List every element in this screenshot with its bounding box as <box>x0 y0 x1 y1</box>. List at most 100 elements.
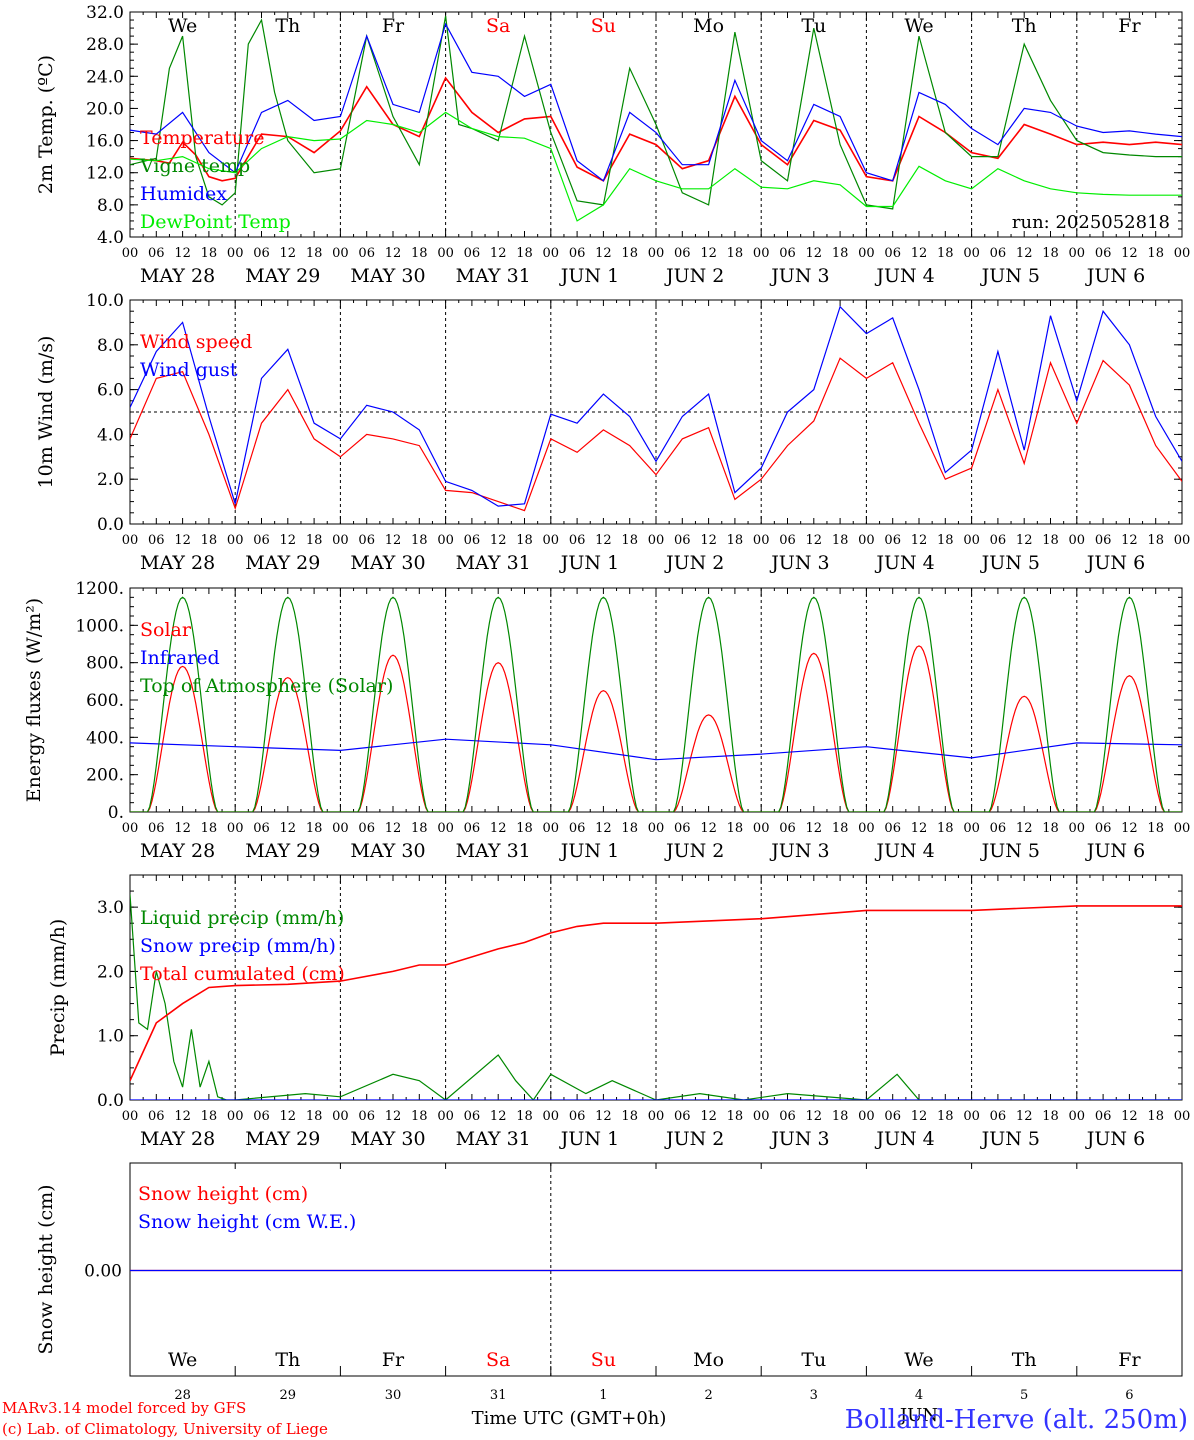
weekday-label: Su <box>591 15 616 37</box>
day-number: 6 <box>1125 1388 1133 1403</box>
hour-label: 18 <box>516 533 533 548</box>
hour-label: 12 <box>385 533 402 548</box>
hour-label: 06 <box>779 246 796 261</box>
weekday-label: Sa <box>486 15 510 37</box>
hour-label: 06 <box>990 1109 1007 1124</box>
y-tick-label: 24.0 <box>86 67 124 87</box>
hour-label: 00 <box>858 821 875 836</box>
y-tick-label: 4.0 <box>97 425 124 445</box>
y-tick-label: 1.0 <box>97 1027 124 1047</box>
hour-label: 12 <box>911 821 928 836</box>
station-name: Bolland-Herve (alt. 250m) <box>845 1405 1188 1435</box>
hour-label: 12 <box>1016 1109 1033 1124</box>
wind-series <box>130 305 1182 512</box>
hour-label: 00 <box>543 246 560 261</box>
y-tick-label: 0. <box>108 803 124 823</box>
y-tick-label: 6.0 <box>97 381 124 401</box>
series-line <box>130 15 1182 210</box>
hour-label: 12 <box>911 533 928 548</box>
y-tick-label: 16.0 <box>86 132 124 152</box>
time-axis-title: Time UTC (GMT+0h) <box>472 1408 667 1429</box>
hour-label: 06 <box>253 821 270 836</box>
hour-label: 12 <box>1016 821 1033 836</box>
date-label: JUN 3 <box>769 552 829 574</box>
y-tick-label: 800. <box>86 654 124 674</box>
y-tick-label: 2.0 <box>97 470 124 490</box>
date-label: JUN 6 <box>1085 552 1145 574</box>
hour-label: 00 <box>963 533 980 548</box>
hour-label: 06 <box>464 1109 481 1124</box>
date-label: MAY 29 <box>245 552 320 574</box>
hour-label: 00 <box>1069 821 1086 836</box>
hour-label: 00 <box>753 1109 770 1124</box>
date-label: JUN 1 <box>559 1128 619 1150</box>
date-label: MAY 31 <box>456 552 531 574</box>
date-label: JUN 6 <box>1085 1128 1145 1150</box>
hour-label: 00 <box>1174 821 1191 836</box>
hour-label: 18 <box>727 246 744 261</box>
hour-label: 18 <box>411 1109 428 1124</box>
hour-label: 00 <box>332 1109 349 1124</box>
date-label: JUN 4 <box>874 265 934 287</box>
date-label: JUN 5 <box>980 840 1040 862</box>
hour-label: 00 <box>648 533 665 548</box>
weekday-label: Fr <box>382 15 405 37</box>
hour-label: 06 <box>884 246 901 261</box>
precip-y-axis-title: Precip (mm/h) <box>47 919 69 1057</box>
hour-label: 18 <box>937 1109 954 1124</box>
weekday-label: Mo <box>693 15 724 37</box>
weekday-label: Fr <box>1118 15 1141 37</box>
y-tick-label: 0.0 <box>97 515 124 535</box>
y-tick-label: 20.0 <box>86 99 124 119</box>
date-label: JUN 4 <box>874 552 934 574</box>
hour-label: 06 <box>358 533 375 548</box>
date-label: MAY 30 <box>350 265 425 287</box>
legend-entry: Liquid precip (mm/h) <box>140 907 344 929</box>
y-tick-label: 12.0 <box>86 164 124 184</box>
hour-label: 00 <box>963 246 980 261</box>
series-line <box>130 22 1182 182</box>
hour-label: 06 <box>884 1109 901 1124</box>
legend-entry: Wind gust <box>140 359 238 381</box>
date-label: MAY 28 <box>140 552 215 574</box>
model-credit: MARv3.14 model forced by GFS <box>2 1399 246 1417</box>
y-tick-label: 400. <box>86 728 124 748</box>
hour-label: 18 <box>937 821 954 836</box>
hour-label: 18 <box>306 246 323 261</box>
hour-label: 18 <box>1147 821 1164 836</box>
energy-frame <box>129 587 1183 813</box>
hour-label: 06 <box>148 246 165 261</box>
hour-label: 12 <box>1121 246 1138 261</box>
energy-series <box>130 596 1182 812</box>
hour-label: 18 <box>201 1109 218 1124</box>
hour-label: 18 <box>621 533 638 548</box>
weekday-label: We <box>168 1349 197 1371</box>
series-line <box>130 357 1182 512</box>
y-tick-label: 8.0 <box>97 336 124 356</box>
hour-label: 18 <box>306 533 323 548</box>
hour-label: 06 <box>253 1109 270 1124</box>
hour-label: 18 <box>1042 821 1059 836</box>
y-tick-label: 200. <box>86 766 124 786</box>
day-number: 5 <box>1020 1388 1028 1403</box>
date-label: JUN 4 <box>874 840 934 862</box>
hour-label: 06 <box>1095 821 1112 836</box>
hour-label: 18 <box>727 533 744 548</box>
hour-label: 12 <box>911 1109 928 1124</box>
date-label: MAY 29 <box>245 265 320 287</box>
y-tick-label: 1000. <box>75 616 124 636</box>
hour-label: 18 <box>832 533 849 548</box>
legend-entry: Snow height (cm) <box>138 1183 308 1205</box>
hour-label: 18 <box>201 533 218 548</box>
day-number: 29 <box>280 1388 297 1403</box>
hour-label: 06 <box>358 246 375 261</box>
y-tick-label: 2.0 <box>97 962 124 982</box>
hour-label: 12 <box>911 246 928 261</box>
legend-entry: Solar <box>140 619 192 641</box>
date-label: MAY 29 <box>245 1128 320 1150</box>
date-label: JUN 5 <box>980 265 1040 287</box>
hour-label: 18 <box>1042 246 1059 261</box>
legend-entry: Temperature <box>140 127 264 149</box>
day-number: 31 <box>490 1388 507 1403</box>
hour-label: 12 <box>595 1109 612 1124</box>
